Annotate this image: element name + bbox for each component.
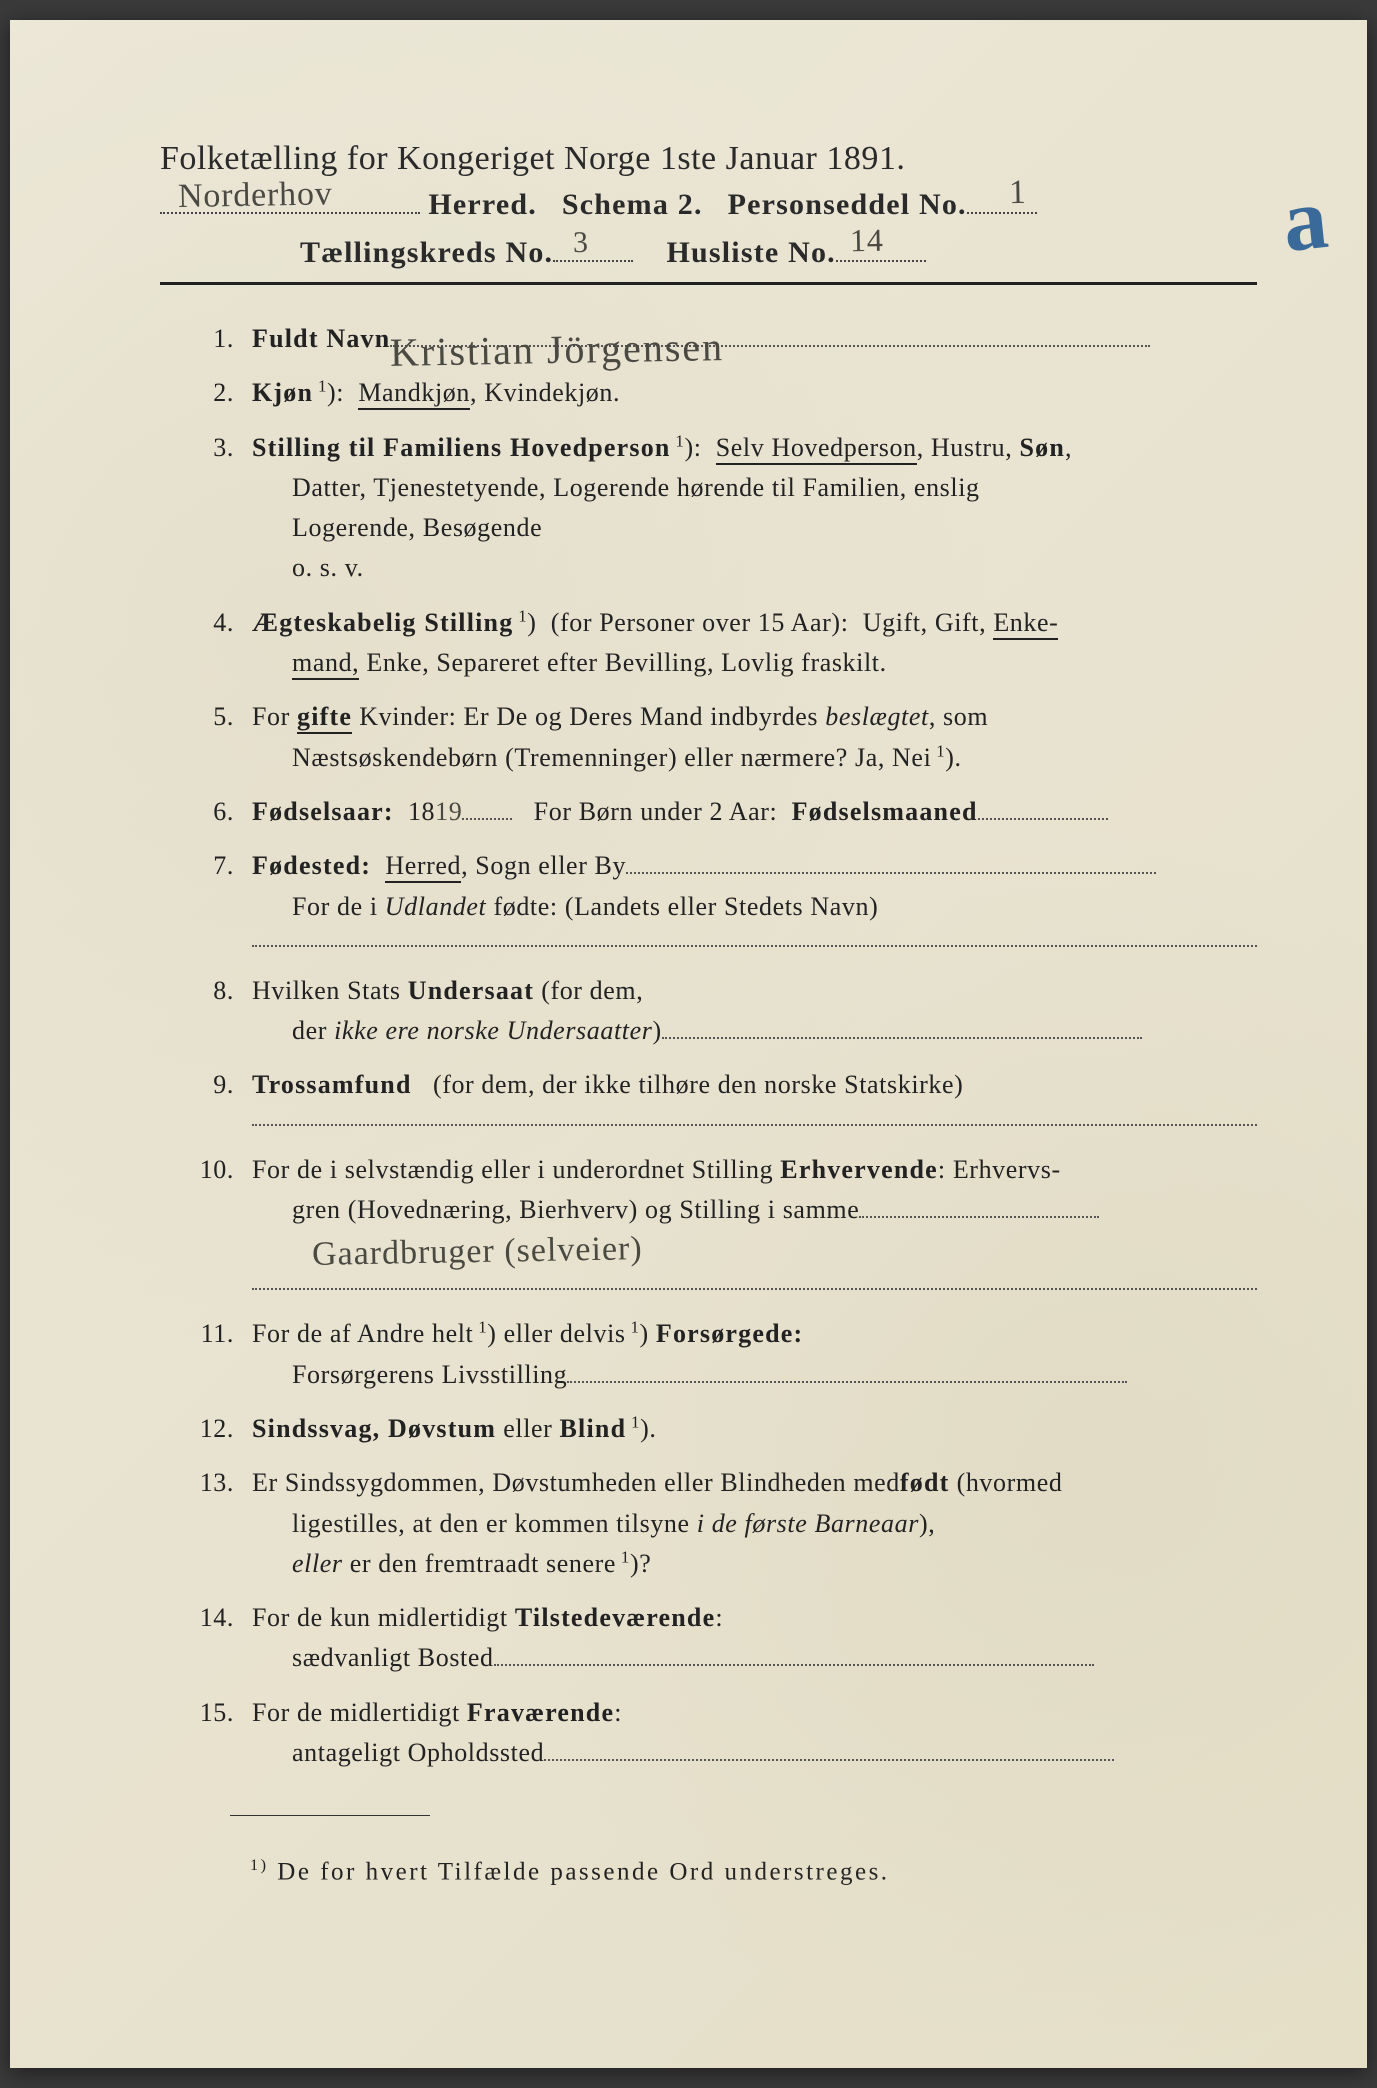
dotted-line xyxy=(252,1112,1257,1126)
item-label: Ægteskabelig Stilling xyxy=(252,608,513,637)
relation-opts-4: o. s. v. xyxy=(292,548,1257,588)
item-number: 6. xyxy=(190,792,252,832)
q9-rest: (for dem, der ikke tilhøre den norske St… xyxy=(433,1070,963,1099)
birthplace-opts: Herred, Sogn eller By xyxy=(385,851,626,883)
item-7: 7. Fødested: Herred, Sogn eller By For d… xyxy=(190,846,1257,957)
item-number: 13. xyxy=(190,1463,252,1584)
census-form-page: a Folketælling for Kongeriget Norge 1ste… xyxy=(10,20,1367,2068)
item-number: 10. xyxy=(190,1150,252,1301)
handwritten-herred: Norderhov xyxy=(178,174,409,216)
dotted-line xyxy=(252,933,1257,947)
item-label: Fuldt Navn xyxy=(252,324,390,353)
item-label: Fødested: xyxy=(252,851,371,880)
q11-line2: Forsørgerens Livsstilling xyxy=(292,1355,1257,1395)
footnote-marker: 1) xyxy=(250,1856,269,1874)
item-number: 3. xyxy=(190,428,252,589)
relation-opts-3: Logerende, Besøgende xyxy=(292,508,1257,548)
q15-line2: antageligt Opholdssted xyxy=(292,1733,1257,1773)
header-line-3: Tællingskreds No. 3 Husliste No. 14 xyxy=(300,232,1257,270)
blue-annotation-letter: a xyxy=(1278,168,1332,273)
husliste-label: Husliste No. xyxy=(666,236,835,269)
footnote-rule xyxy=(230,1815,430,1816)
header-rule xyxy=(160,282,1257,285)
item-number: 1. xyxy=(190,319,252,359)
q11-line1: For de af Andre helt 1) eller delvis 1) … xyxy=(252,1319,803,1348)
item-6: 6. Fødselsaar: 1819 For Børn under 2 Aar… xyxy=(190,792,1257,832)
item-label: Trossamfund xyxy=(252,1070,412,1099)
q10-line1: For de i selvstændig eller i underordnet… xyxy=(252,1155,1061,1184)
q6-mid: For Børn under 2 Aar: xyxy=(534,797,778,826)
gender-options: Mandkjøn, Kvindekjøn. xyxy=(358,378,620,410)
marital-opts-1: Ugift, Gift, Enke- xyxy=(863,608,1059,640)
item-number: 7. xyxy=(190,846,252,957)
item-13: 13. Er Sindssygdommen, Døvstumheden elle… xyxy=(190,1463,1257,1584)
form-header: Folketælling for Kongeriget Norge 1ste J… xyxy=(160,140,1257,285)
item-15: 15. For de midlertidigt Fraværende: anta… xyxy=(190,1693,1257,1774)
q12-text: Sindssvag, Døvstum xyxy=(252,1414,496,1443)
item-label: Stilling til Familiens Hovedperson xyxy=(252,433,671,462)
form-items: 1. Fuldt Navn Kristian Jörgensen 2. Kjøn… xyxy=(190,319,1257,1773)
header-line-2: Norderhov Herred. Schema 2. Personseddel… xyxy=(160,184,1257,222)
footnote-text: De for hvert Tilfælde passende Ord under… xyxy=(277,1859,889,1886)
q14-line2: sædvanligt Bosted xyxy=(292,1638,1257,1678)
q10-line2: gren (Hovednæring, Bierhverv) og Stillin… xyxy=(292,1190,1257,1230)
item-number: 14. xyxy=(190,1598,252,1679)
item-3: 3. Stilling til Familiens Hovedperson 1)… xyxy=(190,428,1257,589)
relation-opts-1: Selv Hovedperson, Hustru, Søn, xyxy=(716,433,1072,465)
item-label: Kjøn xyxy=(252,378,313,407)
personseddel-label: Personseddel No. xyxy=(728,188,967,221)
q13-line2: ligestilles, at den er kommen tilsyne i … xyxy=(292,1504,1257,1544)
item-number: 4. xyxy=(190,603,252,684)
handwritten-occupation: Gaardbruger (selveier) xyxy=(312,1223,644,1281)
item-number: 12. xyxy=(190,1409,252,1449)
schema-label: Schema 2. xyxy=(562,188,703,221)
item-number: 8. xyxy=(190,971,252,1052)
item-14: 14. For de kun midlertidigt Tilstedevære… xyxy=(190,1598,1257,1679)
q7-line2: For de i Udlandet fødte: (Landets eller … xyxy=(292,887,1257,927)
item-8: 8. Hvilken Stats Undersaat (for dem, der… xyxy=(190,971,1257,1052)
item-5: 5. For gifte Kvinder: Er De og Deres Man… xyxy=(190,697,1257,778)
item-number: 2. xyxy=(190,373,252,413)
q5-line2: Næstsøskendebørn (Tremenninger) eller næ… xyxy=(292,738,1257,778)
item-number: 11. xyxy=(190,1314,252,1395)
year-prefix: 18 xyxy=(408,797,435,826)
item-4: 4. Ægteskabelig Stilling 1) (for Persone… xyxy=(190,603,1257,684)
marital-opts-2: mand, Enke, Separeret efter Bevilling, L… xyxy=(292,643,1257,683)
item-2: 2. Kjøn 1): Mandkjøn, Kvindekjøn. xyxy=(190,373,1257,413)
item-number: 5. xyxy=(190,697,252,778)
item-1: 1. Fuldt Navn Kristian Jörgensen xyxy=(190,319,1257,359)
relation-opts-2: Datter, Tjenestetyende, Logerende hørend… xyxy=(292,468,1257,508)
handwritten-kreds-no: 3 xyxy=(573,226,589,260)
q8-line1: Hvilken Stats Undersaat (for dem, xyxy=(252,976,643,1005)
q8-line2: der ikke ere norske Undersaatter) xyxy=(292,1011,1257,1051)
herred-label: Herred. xyxy=(428,188,537,221)
item-number: 15. xyxy=(190,1693,252,1774)
q5-line1: For gifte Kvinder: Er De og Deres Mand i… xyxy=(252,702,988,734)
form-title: Folketælling for Kongeriget Norge 1ste J… xyxy=(160,140,1257,178)
handwritten-husliste-no: 14 xyxy=(850,222,884,260)
q13-line1: Er Sindssygdommen, Døvstumheden eller Bl… xyxy=(252,1468,1062,1497)
item-9: 9. Trossamfund (for dem, der ikke tilhør… xyxy=(190,1065,1257,1135)
q14-line1: For de kun midlertidigt Tilstedeværende: xyxy=(252,1603,723,1632)
handwritten-birth-year: 19 xyxy=(435,797,462,826)
footnote: 1) De for hvert Tilfælde passende Ord un… xyxy=(250,1856,1257,1886)
item-11: 11. For de af Andre helt 1) eller delvis… xyxy=(190,1314,1257,1395)
q15-line1: For de midlertidigt Fraværende: xyxy=(252,1698,622,1727)
item-12: 12. Sindssvag, Døvstum eller Blind 1). xyxy=(190,1409,1257,1449)
kreds-label: Tællingskreds No. xyxy=(300,236,553,269)
handwritten-personseddel-no: 1 xyxy=(1009,174,1027,212)
q13-line3: eller er den fremtraadt senere 1)? xyxy=(292,1544,1257,1584)
marital-paren: (for Personer over 15 Aar): xyxy=(551,608,849,637)
item-label: Fødselsaar: xyxy=(252,797,394,826)
birth-month-label: Fødselsmaaned xyxy=(792,797,978,826)
item-10: 10. For de i selvstændig eller i underor… xyxy=(190,1150,1257,1301)
item-number: 9. xyxy=(190,1065,252,1135)
